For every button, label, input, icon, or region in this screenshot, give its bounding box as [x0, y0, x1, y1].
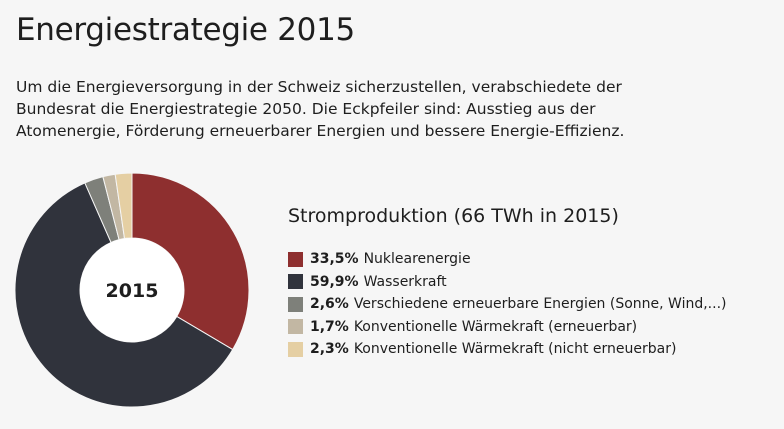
donut-slices [14, 172, 250, 408]
page-title: Energiestrategie 2015 [16, 12, 355, 48]
legend-swatch [288, 319, 303, 335]
chart-title: Stromproduktion (66 TWh in 2015) [288, 205, 619, 227]
legend: 33,5% Nuklearenergie 59,9% Wasserkraft 2… [288, 248, 727, 361]
legend-item-erneuerbare: 2,6% Verschiedene erneuerbare Energien (… [288, 293, 727, 316]
legend-item-waermekraft-nicht-erneuerbar: 2,3% Konventionelle Wärmekraft (nicht er… [288, 338, 727, 361]
legend-label: Wasserkraft [363, 273, 447, 290]
donut-chart: 2015 [14, 172, 250, 408]
donut-hole [80, 238, 184, 342]
legend-value: 59,9% [310, 273, 359, 290]
legend-value: 1,7% [310, 318, 349, 335]
legend-swatch [288, 296, 303, 312]
legend-item-waermekraft-erneuerbar: 1,7% Konventionelle Wärmekraft (erneuerb… [288, 316, 727, 339]
legend-item-wasserkraft: 59,9% Wasserkraft [288, 271, 727, 294]
intro-line: Bundesrat die Energiestrategie 2050. Die… [16, 100, 596, 118]
legend-swatch [288, 341, 303, 357]
legend-swatch [288, 274, 303, 290]
legend-value: 33,5% [310, 251, 359, 268]
intro-text: Um die Energieversorgung in der Schweiz … [16, 76, 756, 142]
legend-label: Verschiedene erneuerbare Energien (Sonne… [353, 296, 727, 313]
legend-swatch [288, 251, 303, 267]
legend-label: Konventionelle Wärmekraft (erneuerbar) [353, 318, 638, 335]
legend-label: Konventionelle Wärmekraft (nicht erneuer… [353, 341, 677, 358]
center-label: 2015 [106, 280, 159, 302]
intro-line: Atomenergie, Förderung erneuerbarer Ener… [16, 122, 625, 140]
legend-value: 2,6% [310, 296, 349, 313]
intro-line: Um die Energieversorgung in der Schweiz … [16, 78, 622, 96]
legend-value: 2,3% [310, 341, 349, 358]
legend-label: Nuklearenergie [363, 251, 471, 268]
legend-item-nuklearenergie: 33,5% Nuklearenergie [288, 248, 727, 271]
